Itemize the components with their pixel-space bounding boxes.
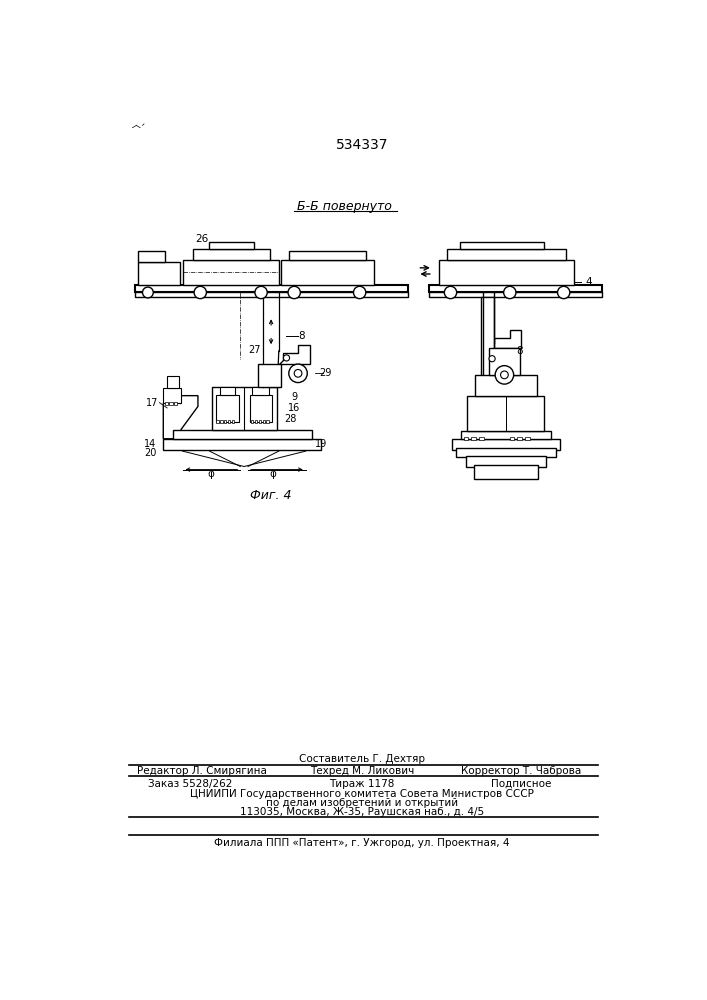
Bar: [192, 249, 269, 260]
Text: 534337: 534337: [336, 138, 388, 152]
Bar: [525, 437, 530, 440]
Bar: [182, 260, 279, 285]
Bar: [224, 420, 226, 423]
Bar: [173, 430, 312, 439]
Bar: [219, 387, 235, 395]
Bar: [456, 448, 556, 457]
Bar: [466, 456, 546, 466]
Bar: [138, 251, 165, 262]
Text: 27: 27: [248, 345, 260, 355]
Bar: [475, 375, 537, 396]
Bar: [262, 420, 265, 423]
Bar: [429, 285, 602, 292]
Polygon shape: [489, 330, 521, 348]
Bar: [489, 348, 520, 375]
Polygon shape: [163, 396, 198, 439]
Bar: [510, 437, 515, 440]
Bar: [135, 285, 408, 292]
Bar: [518, 437, 522, 440]
Bar: [258, 364, 281, 387]
Bar: [228, 420, 230, 423]
Bar: [464, 437, 468, 440]
Bar: [461, 431, 551, 439]
Bar: [429, 292, 602, 297]
Bar: [439, 260, 573, 285]
Circle shape: [194, 286, 206, 299]
Circle shape: [444, 286, 457, 299]
Bar: [232, 420, 234, 423]
Text: 26: 26: [195, 234, 209, 244]
Circle shape: [255, 286, 267, 299]
Bar: [479, 437, 484, 440]
Text: 4: 4: [586, 277, 592, 287]
Text: Тираж 1178: Тираж 1178: [329, 779, 395, 789]
Text: 113035, Москва, Ж-35, Раушская наб., д. 4/5: 113035, Москва, Ж-35, Раушская наб., д. …: [240, 807, 484, 817]
Bar: [255, 420, 257, 423]
Text: Редактор Л. Смирягина: Редактор Л. Смирягина: [137, 766, 267, 776]
Bar: [250, 395, 272, 422]
Bar: [212, 387, 277, 430]
Circle shape: [294, 369, 302, 377]
Circle shape: [354, 286, 366, 299]
Text: 19: 19: [315, 439, 327, 449]
Bar: [472, 437, 476, 440]
Text: Б-Б повернуто: Б-Б повернуто: [297, 200, 392, 213]
Circle shape: [143, 287, 153, 298]
Bar: [251, 420, 253, 423]
Text: 14: 14: [144, 439, 156, 449]
Text: 20: 20: [144, 448, 156, 458]
Text: по делам изобретений и открытий: по делам изобретений и открытий: [266, 798, 458, 808]
Bar: [481, 297, 493, 405]
Bar: [209, 242, 254, 249]
Bar: [474, 465, 538, 479]
Text: φ: φ: [269, 469, 276, 479]
Circle shape: [288, 364, 308, 383]
Bar: [460, 242, 544, 249]
Text: 16: 16: [288, 403, 300, 413]
Circle shape: [503, 286, 516, 299]
Text: φ: φ: [208, 469, 214, 479]
Polygon shape: [279, 345, 310, 364]
Text: Фиг. 4: Фиг. 4: [250, 489, 292, 502]
Text: 28: 28: [284, 414, 296, 424]
Bar: [163, 388, 181, 403]
Bar: [252, 387, 269, 395]
Bar: [138, 262, 180, 285]
Bar: [467, 396, 544, 431]
Circle shape: [495, 366, 514, 384]
Text: 8: 8: [298, 331, 305, 341]
Bar: [135, 292, 408, 297]
Text: 17: 17: [146, 398, 158, 408]
Bar: [163, 439, 321, 450]
Text: Заказ 5528/262: Заказ 5528/262: [148, 779, 233, 789]
Text: 8: 8: [517, 346, 523, 356]
Bar: [288, 251, 366, 260]
Polygon shape: [163, 430, 173, 439]
Bar: [170, 402, 173, 405]
Text: 9: 9: [291, 392, 297, 402]
Text: Подписное: Подписное: [491, 779, 551, 789]
Text: Корректор Т. Чаброва: Корректор Т. Чаброва: [461, 766, 581, 776]
Bar: [452, 439, 560, 450]
Circle shape: [284, 355, 290, 361]
Bar: [167, 376, 179, 388]
Bar: [216, 395, 239, 422]
Text: Филиала ППП «Патент», г. Ужгород, ул. Проектная, 4: Филиала ППП «Патент», г. Ужгород, ул. Пр…: [214, 838, 510, 848]
Bar: [165, 402, 168, 405]
Bar: [221, 420, 223, 423]
Bar: [259, 420, 261, 423]
Bar: [216, 420, 218, 423]
Bar: [281, 260, 373, 285]
Circle shape: [489, 356, 495, 362]
Circle shape: [558, 286, 570, 299]
Bar: [267, 420, 269, 423]
Text: Составитель Г. Дехтяр: Составитель Г. Дехтяр: [299, 754, 425, 764]
Circle shape: [501, 371, 508, 379]
Text: ЦНИИПИ Государственного комитета Совета Министров СССР: ЦНИИПИ Государственного комитета Совета …: [190, 789, 534, 799]
Bar: [174, 402, 177, 405]
Text: 29: 29: [319, 368, 331, 378]
Circle shape: [288, 286, 300, 299]
Bar: [447, 249, 566, 260]
Text: Техред М. Ликович: Техред М. Ликович: [310, 766, 414, 776]
